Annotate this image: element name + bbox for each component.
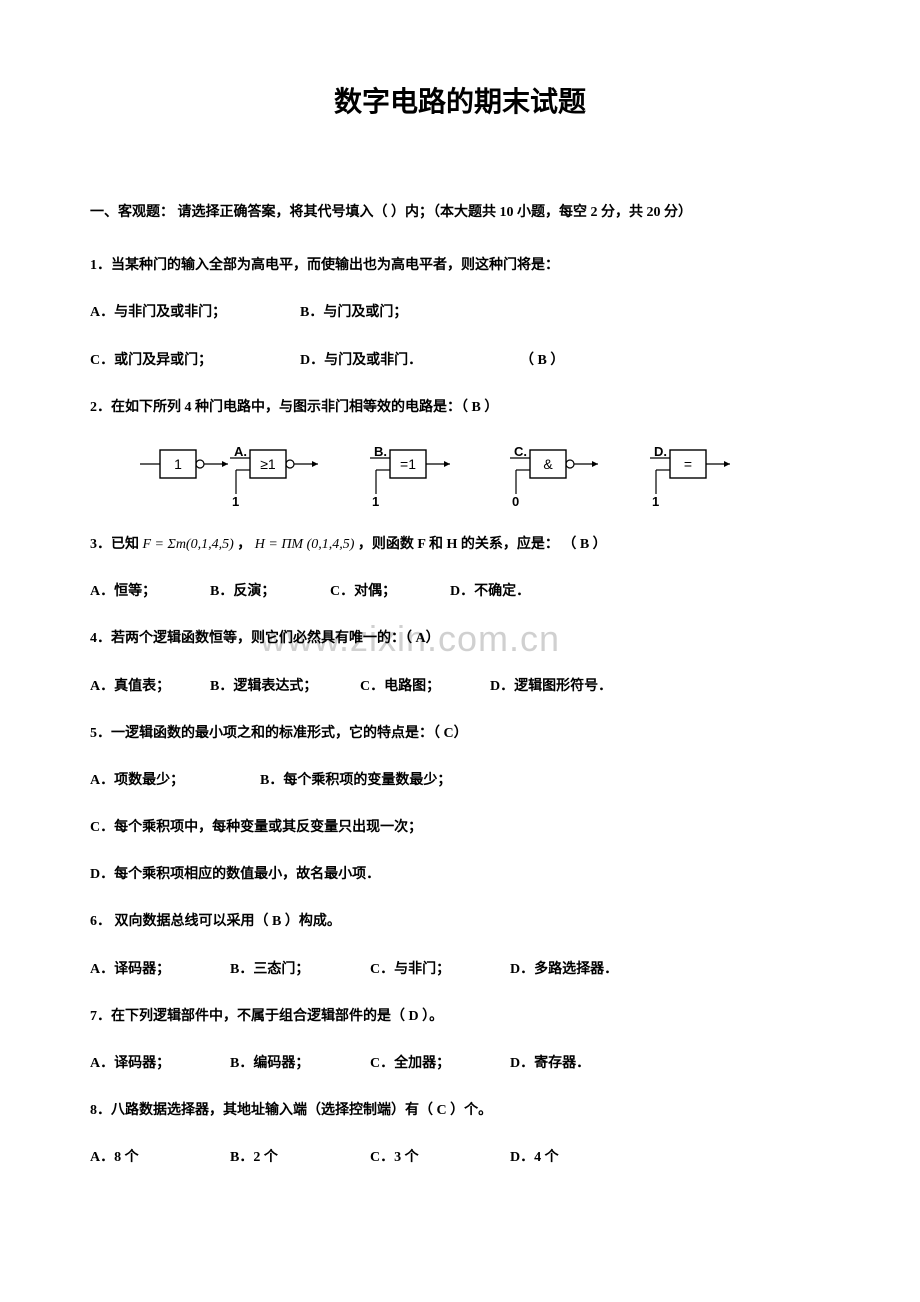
q4-opt-a: A．真值表；: [90, 674, 210, 699]
q7-opt-a: A．译码器；: [90, 1051, 230, 1076]
q6-opt-b: B．三态门；: [230, 957, 370, 982]
q3-text: 3．已知 F = Σm(0,1,4,5) ， H = ΠM (0,1,4,5) …: [90, 532, 830, 557]
svg-text:0: 0: [512, 494, 519, 506]
svg-text:C.: C.: [514, 444, 527, 459]
svg-text:B.: B.: [374, 444, 387, 459]
q2-text: 2．在如下所列 4 种门电路中，与图示非门相等效的电路是：（ B ）: [90, 395, 830, 420]
q6-opt-a: A．译码器；: [90, 957, 230, 982]
q4-text: 4．若两个逻辑函数恒等，则它们必然具有唯一的：（ A）: [90, 626, 830, 651]
svg-text:1: 1: [652, 494, 659, 506]
q1-opt-d: D．与门及或非门．: [300, 348, 520, 373]
q3-suffix: ，则函数 F 和 H 的关系，应是： （ B ）: [358, 537, 607, 552]
svg-text:1: 1: [372, 494, 379, 506]
svg-text:=: =: [684, 456, 692, 472]
q8-opt-d: D．4 个: [510, 1145, 559, 1170]
q8-options: A．8 个 B．2 个 C．3 个 D．4 个: [90, 1145, 830, 1170]
q5-opt-a: A．项数最少；: [90, 768, 260, 793]
q6-options: A．译码器； B．三态门； C．与非门； D．多路选择器．: [90, 957, 830, 982]
q6-text: 6． 双向数据总线可以采用（ B ）构成。: [90, 909, 830, 934]
q3-opt-a: A．恒等；: [90, 579, 210, 604]
q3-opt-d: D．不确定．: [450, 579, 530, 604]
q3-formula-2: H = ΠM (0,1,4,5): [255, 537, 355, 552]
svg-text:&: &: [543, 456, 553, 472]
q8-opt-a: A．8 个: [90, 1145, 230, 1170]
q5-options-row3: D．每个乘积项相应的数值最小，故名最小项．: [90, 862, 830, 887]
q7-opt-d: D．寄存器．: [510, 1051, 590, 1076]
q3-opt-c: C．对偶；: [330, 579, 450, 604]
svg-text:1: 1: [174, 456, 182, 472]
q1-answer: （ B ）: [520, 348, 564, 373]
section-intro: 一、客观题： 请选择正确答案，将其代号填入（ ）内；（本大题共 10 小题，每空…: [90, 200, 830, 225]
q3-formula-1: F = Σm(0,1,4,5): [143, 537, 234, 552]
page-title: 数字电路的期末试题: [90, 80, 830, 120]
q3-opt-b: B．反演；: [210, 579, 330, 604]
q1-text: 1．当某种门的输入全部为高电平，而使输出也为高电平者，则这种门将是：: [90, 253, 830, 278]
q2-circuit-diagram: 1 A. 1 ≥1 B. 1 =1 C. 0 & D. 1 =: [140, 442, 830, 506]
q4-opt-b: B．逻辑表达式；: [210, 674, 360, 699]
q3-prefix: 3．已知: [90, 537, 139, 552]
q6-opt-c: C．与非门；: [370, 957, 510, 982]
q8-text: 8．八路数据选择器，其地址输入端（选择控制端）有（ C ）个。: [90, 1098, 830, 1123]
q1-options: A．与非门及或非门； B．与门及或门；: [90, 300, 830, 325]
q7-options: A．译码器； B．编码器； C．全加器； D．寄存器．: [90, 1051, 830, 1076]
q4-options: A．真值表； B．逻辑表达式； C．电路图； D．逻辑图形符号．: [90, 674, 830, 699]
q5-opt-b: B．每个乘积项的变量数最少；: [260, 768, 451, 793]
q4-opt-c: C．电路图；: [360, 674, 490, 699]
q8-opt-b: B．2 个: [230, 1145, 370, 1170]
svg-text:A.: A.: [234, 444, 247, 459]
q1-opt-b: B．与门及或门；: [300, 300, 407, 325]
q7-opt-b: B．编码器；: [230, 1051, 370, 1076]
q4-opt-d: D．逻辑图形符号．: [490, 674, 612, 699]
q1-opt-a: A．与非门及或非门；: [90, 300, 300, 325]
q6-opt-d: D．多路选择器．: [510, 957, 618, 982]
q3-mid: ，: [237, 537, 251, 552]
svg-text:D.: D.: [654, 444, 667, 459]
q5-opt-c: C．每个乘积项中，每种变量或其反变量只出现一次；: [90, 820, 422, 835]
q3-options: A．恒等； B．反演； C．对偶； D．不确定．: [90, 579, 830, 604]
q5-options-row1: A．项数最少； B．每个乘积项的变量数最少；: [90, 768, 830, 793]
q7-opt-c: C．全加器；: [370, 1051, 510, 1076]
q1-opt-c: C．或门及异或门；: [90, 348, 300, 373]
svg-text:=1: =1: [400, 456, 416, 472]
svg-text:1: 1: [232, 494, 239, 506]
q5-text: 5．一逻辑函数的最小项之和的标准形式，它的特点是：（ C）: [90, 721, 830, 746]
q5-opt-d: D．每个乘积项相应的数值最小，故名最小项．: [90, 867, 380, 882]
svg-text:≥1: ≥1: [260, 456, 276, 472]
q7-text: 7．在下列逻辑部件中，不属于组合逻辑部件的是（ D ）。: [90, 1004, 830, 1029]
q5-options-row2: C．每个乘积项中，每种变量或其反变量只出现一次；: [90, 815, 830, 840]
q1-options-2: C．或门及异或门； D．与门及或非门． （ B ）: [90, 348, 830, 373]
q8-opt-c: C．3 个: [370, 1145, 510, 1170]
document-content: 数字电路的期末试题 一、客观题： 请选择正确答案，将其代号填入（ ）内；（本大题…: [90, 80, 830, 1171]
